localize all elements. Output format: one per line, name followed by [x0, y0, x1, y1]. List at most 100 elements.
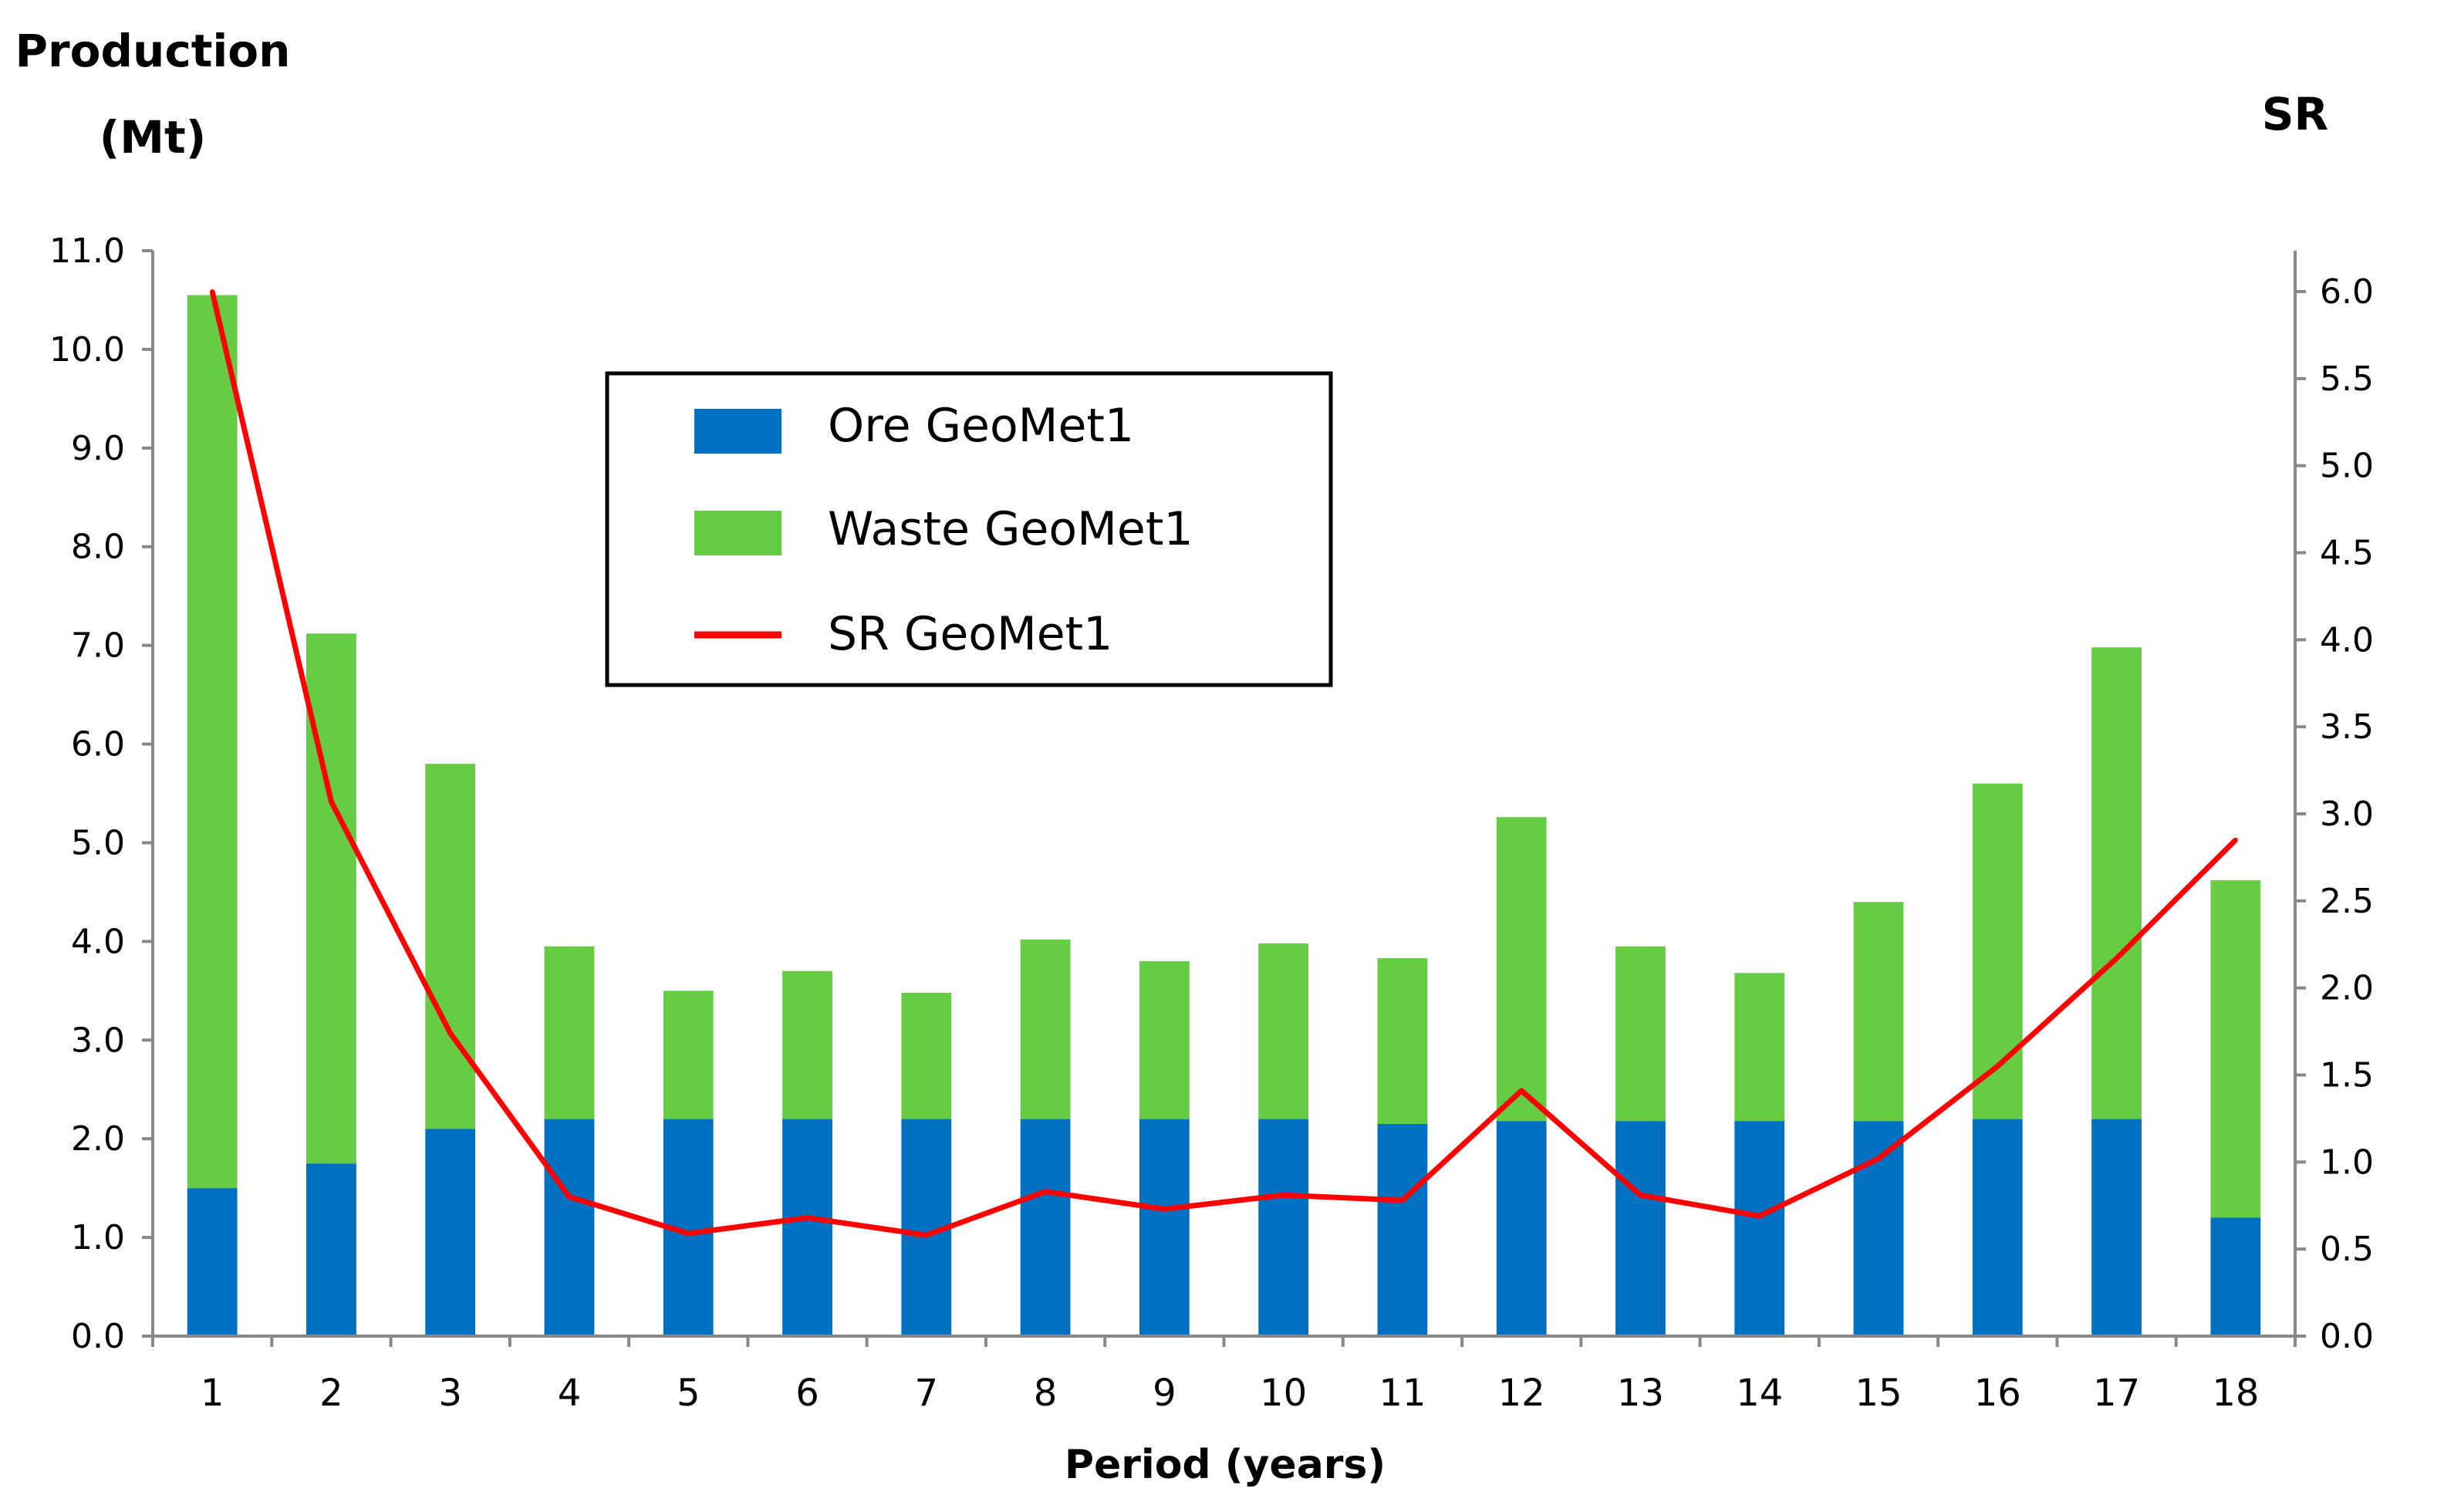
- sr-point: [1399, 1197, 1405, 1203]
- y-tick-label: 9.0: [71, 429, 125, 468]
- bar-waste: [306, 633, 356, 1164]
- y2-tick-label: 6.0: [2320, 272, 2374, 312]
- x-tick-label: 2: [319, 1372, 343, 1415]
- x-tick-label: 14: [1736, 1372, 1783, 1415]
- legend-label-sr: SR GeoMet1: [828, 607, 1112, 661]
- bar-waste: [1377, 958, 1428, 1124]
- y-tick-label: 0.0: [71, 1317, 125, 1356]
- y-tick-label: 4.0: [71, 922, 125, 961]
- y2-tick-label: 1.5: [2320, 1056, 2374, 1095]
- legend-swatch-ore: [694, 409, 781, 454]
- sr-point: [1995, 1064, 2000, 1069]
- sr-point: [805, 1215, 810, 1220]
- x-tick-label: 9: [1153, 1372, 1176, 1415]
- bar-ore: [1377, 1123, 1428, 1336]
- bar-waste: [1496, 817, 1547, 1122]
- y-axis-title-line1: Production: [15, 25, 291, 77]
- bar-ore: [306, 1163, 356, 1336]
- sr-point: [447, 1031, 453, 1036]
- y2-tick-label: 3.0: [2320, 795, 2374, 834]
- x-axis-title: Period (years): [1065, 1442, 1386, 1488]
- x-tick-label: 3: [438, 1372, 462, 1415]
- y2-tick-label: 0.0: [2320, 1317, 2374, 1356]
- bar-waste: [187, 295, 238, 1189]
- bar-waste: [2210, 880, 2261, 1218]
- sr-point: [1757, 1213, 1762, 1219]
- x-tick-label: 12: [1498, 1372, 1545, 1415]
- bar-ore: [1853, 1121, 1904, 1336]
- x-tick-label: 8: [1034, 1372, 1058, 1415]
- sr-point: [1876, 1156, 1882, 1161]
- y-tick-label: 8.0: [71, 528, 125, 567]
- bar-waste: [1615, 946, 1666, 1122]
- y2-axis-title: SR: [2262, 88, 2328, 140]
- legend-swatch-waste: [694, 511, 781, 555]
- bar-ore: [544, 1119, 595, 1336]
- y-tick-label: 3.0: [71, 1021, 125, 1060]
- y2-tick-label: 5.5: [2320, 359, 2374, 399]
- bar-waste: [782, 970, 832, 1119]
- bar-waste: [1853, 902, 1904, 1122]
- bar-ore: [425, 1129, 476, 1336]
- y2-tick-label: 4.0: [2320, 620, 2374, 660]
- y-axis-title-line2: (Mt): [100, 111, 206, 164]
- bar-ore: [1496, 1121, 1547, 1336]
- sr-point: [1043, 1189, 1048, 1194]
- bar-waste: [663, 991, 714, 1119]
- x-tick-label: 6: [795, 1372, 819, 1415]
- y2-tick-label: 4.5: [2320, 534, 2374, 573]
- x-tick-label: 10: [1260, 1372, 1307, 1415]
- sr-point: [210, 289, 215, 294]
- bar-ore: [1258, 1119, 1309, 1336]
- bar-series: [187, 295, 2261, 1336]
- bar-ore: [2091, 1119, 2142, 1336]
- sr-point: [1281, 1193, 1286, 1198]
- y2-tick-label: 0.5: [2320, 1230, 2374, 1269]
- y2-tick-label: 1.0: [2320, 1142, 2374, 1182]
- sr-point: [923, 1233, 929, 1238]
- bar-waste: [1734, 973, 1785, 1122]
- x-tick-label: 18: [2212, 1372, 2259, 1415]
- y-tick-label: 11.0: [49, 231, 125, 271]
- bar-waste: [425, 764, 476, 1129]
- bar-waste: [1020, 939, 1071, 1119]
- x-tick-label: 4: [558, 1372, 582, 1415]
- y2-axis-ticks: 0.0 0.5 1.0 1.5 2.0 2.5 3.0 3.5 4.0 4.5 5.0 5.5 6.0: [2295, 272, 2374, 1356]
- sr-point: [1162, 1207, 1167, 1212]
- x-tick-label: 5: [677, 1372, 700, 1415]
- bar-ore: [1020, 1119, 1071, 1336]
- y2-tick-label: 2.5: [2320, 882, 2374, 921]
- sr-line-series: [209, 289, 2238, 1238]
- x-tick-label: 13: [1617, 1372, 1664, 1415]
- y-tick-label: 2.0: [71, 1119, 125, 1159]
- sr-point: [1638, 1193, 1643, 1198]
- x-tick-label: 1: [201, 1372, 224, 1415]
- sr-point: [329, 799, 334, 805]
- bar-waste: [1139, 960, 1190, 1119]
- y-tick-label: 5.0: [71, 823, 125, 862]
- y-axis-ticks: 0.0 1.0 2.0 3.0 4.0 5.0 6.0 7.0 8.0 9.0 10.0 11.0: [49, 231, 153, 1356]
- sr-line: [209, 291, 2238, 1238]
- x-tick-label: 17: [2093, 1372, 2140, 1415]
- x-tick-label: 11: [1379, 1372, 1426, 1415]
- x-tick-label: 16: [1974, 1372, 2021, 1415]
- bar-ore: [1972, 1119, 2023, 1336]
- bar-ore: [1615, 1121, 1666, 1336]
- bar-ore: [187, 1188, 238, 1336]
- legend: Ore GeoMet1 Waste GeoMet1 SR GeoMet1: [605, 371, 1333, 687]
- sr-point: [686, 1230, 691, 1236]
- y2-tick-label: 3.5: [2320, 707, 2374, 747]
- x-tick-label: 15: [1855, 1372, 1902, 1415]
- y-tick-label: 6.0: [71, 725, 125, 764]
- x-tick-label: 7: [915, 1372, 939, 1415]
- y2-tick-label: 5.0: [2320, 447, 2374, 486]
- bar-waste: [901, 992, 952, 1119]
- y-tick-label: 1.0: [71, 1218, 125, 1257]
- bar-ore: [2210, 1217, 2261, 1336]
- sr-point: [1519, 1088, 1524, 1093]
- y-tick-label: 7.0: [71, 626, 125, 666]
- sr-point: [2233, 837, 2238, 842]
- bar-ore: [1734, 1121, 1785, 1336]
- sr-point: [566, 1194, 572, 1200]
